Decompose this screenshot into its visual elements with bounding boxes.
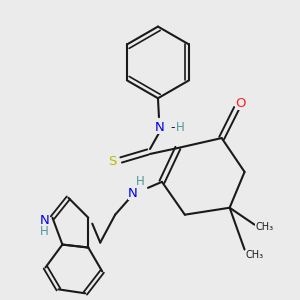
Text: -: -: [171, 121, 175, 134]
Text: N: N: [40, 214, 50, 227]
Text: CH₃: CH₃: [245, 250, 264, 260]
Text: O: O: [235, 97, 246, 110]
Text: H: H: [176, 121, 184, 134]
Text: H: H: [136, 176, 144, 188]
Text: N: N: [128, 187, 138, 200]
Text: S: S: [108, 155, 116, 168]
Text: N: N: [155, 121, 165, 134]
Text: CH₃: CH₃: [255, 222, 274, 232]
Text: H: H: [40, 225, 49, 238]
